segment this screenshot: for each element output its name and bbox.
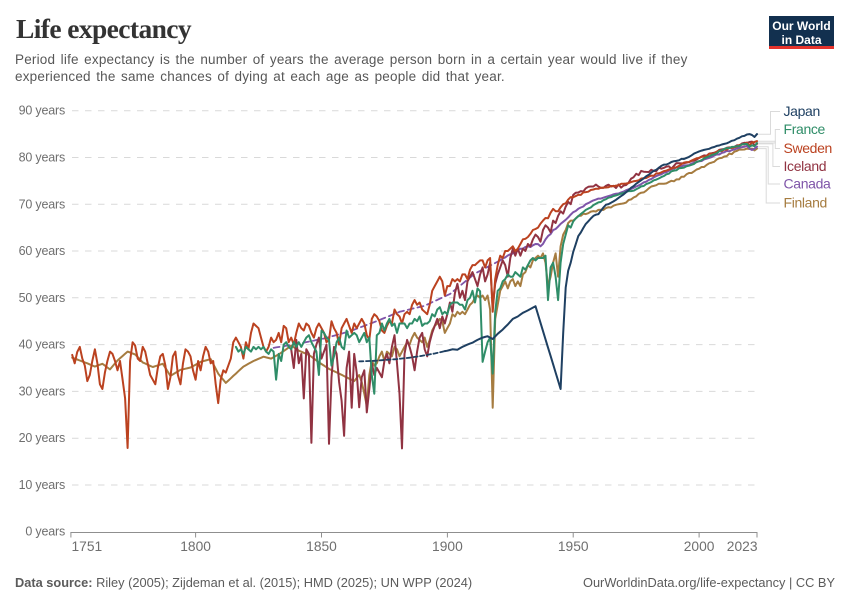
svg-text:Finland: Finland: [784, 195, 827, 211]
svg-text:70 years: 70 years: [19, 197, 65, 211]
svg-text:1900: 1900: [432, 539, 463, 554]
svg-text:Sweden: Sweden: [784, 140, 833, 156]
svg-text:30 years: 30 years: [19, 384, 65, 398]
svg-text:Canada: Canada: [784, 176, 832, 192]
svg-text:2000: 2000: [684, 539, 715, 554]
svg-text:0 years: 0 years: [25, 525, 65, 539]
svg-text:90 years: 90 years: [19, 104, 65, 118]
svg-text:1751: 1751: [72, 539, 103, 554]
svg-text:20 years: 20 years: [19, 431, 65, 445]
svg-text:1950: 1950: [558, 539, 589, 554]
svg-text:France: France: [784, 121, 826, 137]
svg-text:Japan: Japan: [784, 103, 820, 119]
svg-text:Iceland: Iceland: [784, 158, 827, 174]
svg-text:40 years: 40 years: [19, 338, 65, 352]
svg-text:2023: 2023: [727, 539, 758, 554]
svg-text:80 years: 80 years: [19, 151, 65, 165]
svg-text:1800: 1800: [180, 539, 211, 554]
svg-text:1850: 1850: [306, 539, 337, 554]
svg-text:60 years: 60 years: [19, 244, 65, 258]
svg-text:50 years: 50 years: [19, 291, 65, 305]
svg-text:10 years: 10 years: [19, 478, 65, 492]
